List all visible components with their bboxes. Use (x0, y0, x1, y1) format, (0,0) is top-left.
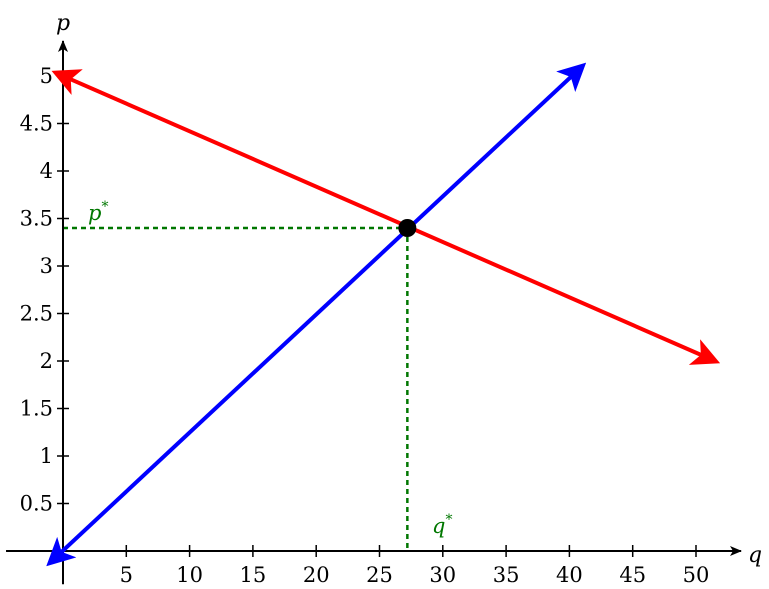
x-tick-label: 35 (493, 563, 520, 587)
x-tick-label: 50 (683, 563, 710, 587)
equilibrium-point (398, 219, 417, 237)
x-axis-title: q (748, 543, 762, 568)
y-tick-label: 2 (40, 349, 53, 373)
y-tick-label: 5 (40, 64, 53, 88)
y-tick-label: 1.5 (20, 397, 53, 421)
equilibrium-marks: p* q* (88, 199, 452, 538)
y-tick-label: 4.5 (20, 112, 53, 136)
x-tick-label: 5 (120, 563, 133, 587)
y-tick-label: 2.5 (20, 302, 53, 326)
y-tick-label: 3 (40, 254, 53, 278)
x-tick-label: 25 (366, 563, 393, 587)
x-tick-label: 45 (619, 563, 646, 587)
series-lines (46, 62, 721, 567)
demand-line (51, 69, 721, 365)
y-tick-label: 4 (40, 159, 53, 183)
q-star-label: q* (432, 512, 452, 538)
p-star-sup: * (101, 199, 108, 215)
x-tick-label: 20 (303, 563, 330, 587)
x-tick-label: 10 (176, 563, 203, 587)
y-axis-title: p (56, 11, 70, 36)
y-tick-label: 1 (40, 444, 53, 468)
q-star-sup: * (445, 512, 452, 528)
y-tick-label: 0.5 (20, 492, 53, 516)
y-tick-label: 3.5 (20, 207, 53, 231)
x-tick-label: 30 (429, 563, 456, 587)
supply-line (46, 62, 587, 567)
x-tick-label: 15 (240, 563, 267, 587)
tick-labels: 5 10 15 20 25 30 35 40 45 50 0.5 1 1.5 2 2.5 3 3.5 4 4.5 5 q… (20, 11, 763, 587)
x-tick-label: 40 (556, 563, 583, 587)
p-star-label: p* (88, 199, 108, 225)
